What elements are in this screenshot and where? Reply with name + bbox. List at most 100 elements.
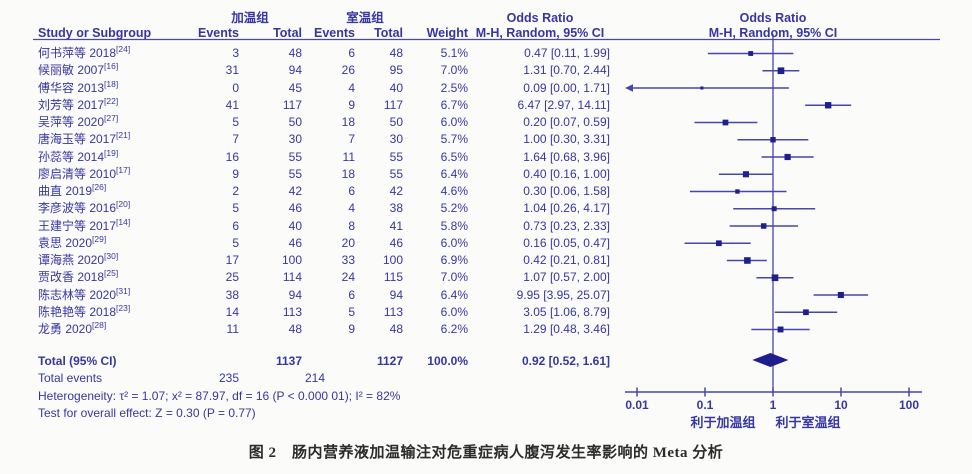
or-ci-text: 1.07 [0.57, 2.00]: [523, 270, 610, 285]
study-ref: [14]: [116, 216, 131, 227]
or-ci-text: 1.64 [0.68, 3.96]: [523, 149, 610, 164]
events-room: 6: [348, 184, 355, 198]
study-row: 吴萍等 2020[27] 5 50 18 50 6.0% 0.20 [0.07, 0.59]: [0, 114, 640, 131]
weight-value: 7.0%: [440, 63, 468, 78]
or-ci-text: 1.04 [0.26, 4.17]: [523, 201, 610, 216]
col-odds-ratio-text: Odds Ratio: [506, 11, 574, 25]
total-events-row: Total events 235 214: [0, 370, 640, 387]
total-events-warming: 235: [218, 370, 239, 385]
study-name: 陈志林等 2020[31]: [38, 285, 131, 302]
col-study-subgroup: Study or Subgroup: [38, 26, 152, 40]
col-mh-random-plot: M-H, Random, 95% CI: [708, 26, 838, 40]
events-room: 8: [348, 218, 355, 233]
study-row: 何书萍等 2018[24] 3 48 6 48 5.1% 0.47 [0.11, 1.99]: [0, 45, 640, 62]
weight-value: 6.2%: [440, 322, 468, 336]
study-name: 谭海燕 2020[30]: [38, 251, 119, 267]
or-ci-text: 0.16 [0.05, 0.47]: [523, 235, 610, 250]
study-row: 曲直 2019[26] 2 42 6 42 4.6% 0.30 [0.06, 1.58]: [0, 183, 640, 200]
favors-warming-label: 利于加温组: [690, 415, 756, 430]
weight-value: 6.0%: [440, 304, 468, 319]
or-ci-text: 0.30 [0.06, 1.58]: [523, 184, 610, 198]
study-row: 王建宁等 2017[14] 6 40 8 41 5.8% 0.73 [0.23, 2.33]: [0, 216, 640, 235]
study-name: 李彦波等 2016[20]: [38, 199, 131, 216]
total-room: 38: [389, 201, 403, 216]
events-warming: 7: [232, 132, 239, 147]
total-label: Total (95% CI): [38, 353, 117, 368]
study-row: 贾改香 2018[25] 25 114 24 115 7.0% 1.07 [0.57, 2.…: [0, 269, 640, 286]
events-room: 7: [348, 132, 355, 147]
events-warming: 25: [225, 270, 239, 285]
study-row: 谭海燕 2020[30] 17 100 33 100 6.9% 0.42 [0.21, 0.…: [0, 252, 640, 269]
heterogeneity-text: Heterogeneity: τ² = 1.07; x² = 87.97, df…: [38, 388, 401, 403]
events-warming: 31: [225, 63, 239, 78]
or-marker: [803, 309, 809, 316]
or-ci-text: 9.95 [3.95, 25.07]: [516, 287, 610, 302]
or-ci-text: 1.00 [0.30, 3.31]: [523, 132, 610, 147]
events-warming: 38: [225, 287, 239, 302]
or-ci-text: 3.05 [1.06, 8.79]: [523, 304, 610, 319]
study-ref: [17]: [116, 164, 131, 175]
or-marker: [771, 274, 779, 282]
x-tick-label: 0.1: [696, 398, 714, 412]
total-room: 117: [383, 97, 403, 112]
total-room: 46: [389, 235, 403, 250]
events-room: 9: [348, 97, 355, 112]
favors-room-label: 利于室温组: [775, 415, 841, 430]
heterogeneity-row: Heterogeneity: τ² = 1.07; x² = 87.97, df…: [0, 388, 640, 405]
total-room: 42: [389, 184, 403, 198]
summary-diamond: [752, 352, 789, 368]
events-room: 5: [348, 304, 355, 319]
study-row: 袁思 2020[29] 5 46 20 46 6.0% 0.16 [0.05, 0.47]: [0, 235, 640, 252]
events-warming: 17: [225, 253, 239, 267]
total-room: 95: [389, 63, 403, 78]
weight-value: 6.0%: [440, 115, 468, 129]
events-room: 24: [341, 270, 355, 285]
or-ci-text: 0.20 [0.07, 0.59]: [523, 115, 610, 129]
study-ref: [16]: [104, 61, 119, 72]
or-marker: [744, 257, 751, 264]
study-ref: [19]: [104, 147, 119, 158]
study-name: 龙勇 2020[28]: [38, 320, 107, 336]
or-marker: [777, 326, 784, 333]
weight-value: 4.6%: [440, 184, 468, 198]
events-room: 6: [348, 46, 355, 60]
total-warming: 42: [288, 184, 302, 198]
col-events-warming: Events: [198, 26, 239, 40]
or-marker: [770, 137, 776, 143]
events-warming: 5: [232, 115, 239, 129]
weight-value: 6.9%: [440, 253, 468, 267]
study-name: 孙蕊等 2014[19]: [38, 147, 119, 164]
weight-value: 6.0%: [440, 235, 468, 250]
overall-effect-text: Test for overall effect: Z = 0.30 (P = 0…: [38, 405, 256, 420]
col-odds-ratio-plot: Odds Ratio: [739, 11, 807, 25]
events-warming: 3: [232, 46, 239, 60]
x-tick-label: 1: [769, 398, 777, 412]
study-row: 李彦波等 2016[20] 5 46 4 38 5.2% 1.04 [0.26, 4.17]: [0, 200, 640, 217]
or-ci-text: 6.47 [2.97, 14.11]: [517, 97, 610, 112]
total-events-room: 214: [304, 370, 325, 385]
total-room: 55: [389, 149, 403, 164]
study-row: 廖启清等 2010[17] 9 55 18 55 6.4% 0.40 [0.16, 1.00…: [0, 166, 640, 183]
events-warming: 14: [225, 304, 239, 319]
or-marker: [748, 51, 754, 56]
study-name: 曲直 2019[26]: [38, 182, 107, 198]
events-room: 4: [348, 80, 355, 95]
weight-value: 7.0%: [440, 270, 468, 285]
study-name: 贾改香 2018[25]: [38, 268, 119, 285]
study-name: 王建宁等 2017[14]: [38, 216, 131, 233]
events-warming: 11: [226, 322, 239, 336]
study-row: 傅华容 2013[18] 0 45 4 40 2.5% 0.09 [0.00, 1.71]: [0, 79, 640, 97]
events-warming: 9: [232, 166, 239, 181]
total-warming: 48: [288, 322, 302, 336]
total-warming: 94: [288, 63, 302, 78]
study-name: 吴萍等 2020[27]: [38, 113, 119, 129]
total-warming: 48: [288, 46, 302, 60]
events-room: 18: [341, 115, 355, 129]
total-warming: 94: [288, 287, 302, 302]
study-row: 陈志林等 2020[31] 38 94 6 94 6.4% 9.95 [3.95, 25.0…: [0, 285, 640, 304]
total-room: 40: [389, 80, 403, 95]
total-warming: 55: [288, 149, 302, 164]
total-room-sum: 1127: [376, 353, 403, 368]
col-group-room: 室温组: [346, 11, 384, 25]
